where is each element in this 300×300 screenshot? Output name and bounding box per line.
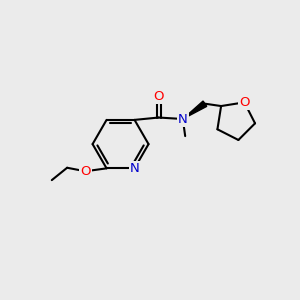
Text: O: O: [153, 90, 164, 103]
Text: N: N: [130, 162, 140, 175]
Text: O: O: [239, 96, 250, 109]
Text: N: N: [178, 112, 188, 125]
Text: O: O: [80, 165, 91, 178]
Polygon shape: [183, 101, 207, 119]
